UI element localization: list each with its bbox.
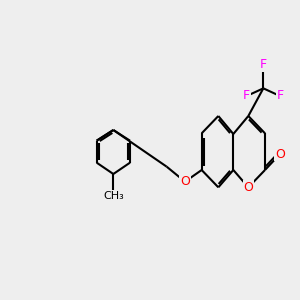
Text: O: O — [243, 181, 253, 194]
Text: CH₃: CH₃ — [103, 191, 124, 201]
Text: F: F — [276, 89, 284, 103]
Text: F: F — [243, 89, 250, 103]
Text: F: F — [260, 58, 267, 71]
Text: O: O — [180, 175, 190, 188]
Text: O: O — [275, 148, 285, 160]
